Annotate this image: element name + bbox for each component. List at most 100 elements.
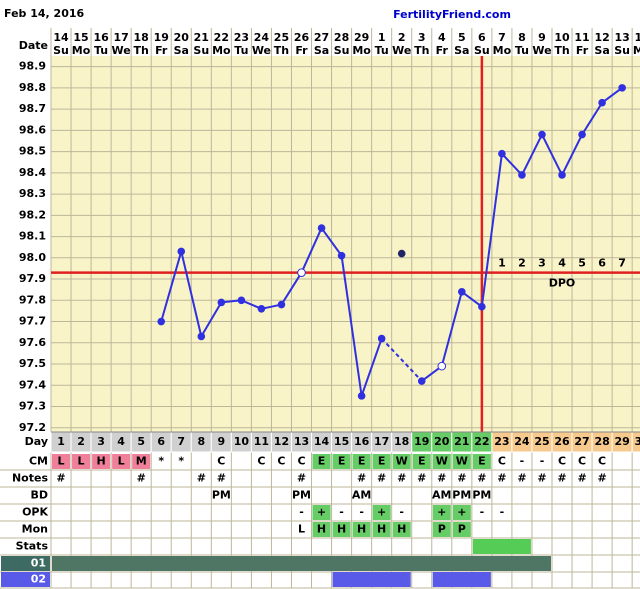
x-tick-label: 24 bbox=[254, 31, 270, 44]
row-value: # bbox=[217, 472, 226, 485]
weekday-label: Th bbox=[274, 44, 289, 57]
row-label: 02 bbox=[31, 573, 46, 586]
temp-point bbox=[217, 298, 226, 307]
y-tick-label: 97.2 bbox=[19, 421, 46, 434]
weekday-label: We bbox=[392, 44, 411, 57]
cycle-day: 7 bbox=[177, 435, 185, 448]
row-value: C bbox=[217, 455, 225, 468]
row-value: - bbox=[520, 455, 525, 468]
row-value: PM bbox=[212, 489, 231, 502]
weekday-label: Fr bbox=[155, 44, 168, 57]
chart-date: Feb 14, 2016 bbox=[4, 7, 85, 20]
y-tick-label: 98.2 bbox=[19, 208, 46, 221]
temp-segment bbox=[581, 102, 603, 136]
temp-segment bbox=[440, 291, 463, 367]
row-value: # bbox=[417, 472, 426, 485]
cycle-day: 27 bbox=[574, 435, 589, 448]
cell-highlight bbox=[392, 454, 411, 469]
row-value: * bbox=[178, 455, 184, 468]
x-tick-label: 2 bbox=[398, 31, 406, 44]
temp-segment bbox=[280, 272, 303, 306]
x-tick-label: 23 bbox=[234, 31, 249, 44]
row-label-bg bbox=[1, 572, 50, 587]
dpo-number: 5 bbox=[578, 257, 586, 270]
row-value: - bbox=[399, 506, 404, 519]
row-value: PM bbox=[292, 489, 311, 502]
cycle-day: 19 bbox=[414, 435, 429, 448]
weekday-label: Th bbox=[414, 44, 429, 57]
cell-highlight bbox=[372, 454, 391, 469]
row-bar bbox=[472, 539, 531, 554]
x-tick-label: 22 bbox=[214, 31, 229, 44]
temp-point bbox=[297, 268, 306, 277]
cell-highlight bbox=[432, 454, 451, 469]
cycle-day: 15 bbox=[334, 435, 349, 448]
cycle-day: 16 bbox=[354, 435, 370, 448]
dpo-number: 4 bbox=[558, 257, 566, 270]
temp-point bbox=[237, 296, 246, 305]
row-value: # bbox=[457, 472, 466, 485]
weekday-label: Mo bbox=[493, 44, 512, 57]
y-tick-label: 97.3 bbox=[19, 400, 46, 413]
row-value: M bbox=[136, 455, 147, 468]
cycle-day: 9 bbox=[218, 435, 226, 448]
cell-highlight bbox=[352, 454, 371, 469]
row-value: + bbox=[437, 506, 446, 519]
weekday-label: Tu bbox=[515, 44, 529, 57]
cycle-day: 17 bbox=[374, 435, 389, 448]
site-name[interactable]: FertilityFriend.com bbox=[393, 8, 511, 21]
temp-point bbox=[197, 332, 206, 341]
row-bar bbox=[52, 556, 551, 571]
weekday-label: We bbox=[532, 44, 551, 57]
dpo-number: 7 bbox=[618, 257, 626, 270]
cycle-day: 8 bbox=[197, 435, 205, 448]
cycle-day: 5 bbox=[137, 435, 145, 448]
y-tick-label: 98.5 bbox=[19, 145, 46, 158]
x-tick-label: 14 bbox=[53, 31, 69, 44]
row-value: # bbox=[517, 472, 526, 485]
row-value: P bbox=[438, 523, 446, 536]
y-tick-label: 97.6 bbox=[19, 336, 46, 349]
x-tick-label: 7 bbox=[498, 31, 506, 44]
row-value: L bbox=[298, 523, 305, 536]
y-tick-label: 98.9 bbox=[19, 60, 46, 73]
y-tick-label: 98.1 bbox=[19, 230, 46, 243]
x-tick-label: 5 bbox=[458, 31, 466, 44]
x-tick-label: 10 bbox=[554, 31, 570, 44]
y-tick-label: 98.4 bbox=[19, 166, 46, 179]
row-value: # bbox=[477, 472, 486, 485]
cycle-day: 24 bbox=[514, 435, 530, 448]
row-label: Stats bbox=[16, 540, 49, 553]
row-label: OPK bbox=[22, 506, 48, 519]
row-label: CM bbox=[29, 455, 48, 468]
cycle-day: 6 bbox=[157, 435, 165, 448]
cell-highlight bbox=[472, 454, 491, 469]
row-value: - bbox=[359, 506, 364, 519]
row-value: W bbox=[436, 455, 448, 468]
row-value: AM bbox=[432, 489, 451, 502]
weekday-label: Sa bbox=[454, 44, 469, 57]
weekday-label: Fr bbox=[436, 44, 449, 57]
day-row-label: Day bbox=[25, 435, 48, 448]
weekday-label: Tu bbox=[94, 44, 108, 57]
row-value: + bbox=[317, 506, 326, 519]
row-value: E bbox=[478, 455, 486, 468]
y-tick-label: 97.9 bbox=[19, 272, 46, 285]
temp-point bbox=[377, 334, 386, 343]
row-value: # bbox=[557, 472, 566, 485]
day-cell bbox=[631, 431, 640, 453]
row-bar bbox=[432, 572, 491, 587]
cell-highlight bbox=[452, 454, 471, 469]
temp-point bbox=[598, 98, 606, 107]
row-value: - bbox=[540, 455, 545, 468]
x-tick-label: 1 bbox=[378, 31, 386, 44]
x-tick-label: 12 bbox=[594, 31, 609, 44]
y-tick-label: 98.0 bbox=[19, 251, 46, 264]
x-tick-label: 20 bbox=[174, 31, 190, 44]
row-value: C bbox=[498, 455, 506, 468]
row-value: # bbox=[597, 472, 606, 485]
y-tick-label: 98.7 bbox=[19, 102, 46, 115]
temp-point bbox=[518, 171, 526, 179]
row-value: * bbox=[158, 455, 164, 468]
weekday-label: Tu bbox=[234, 44, 248, 57]
